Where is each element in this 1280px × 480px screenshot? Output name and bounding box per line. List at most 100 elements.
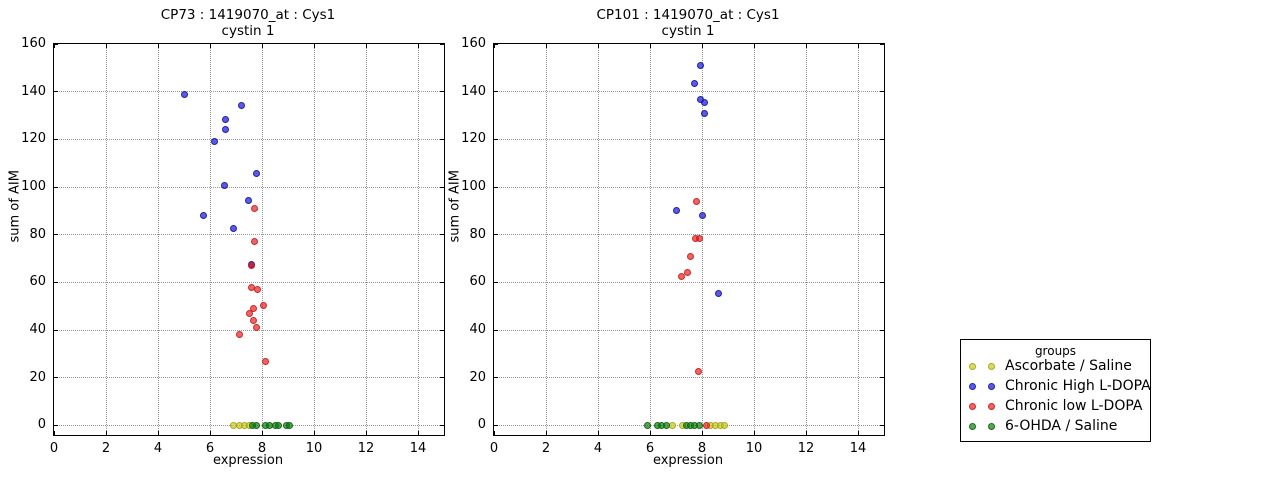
- x-tick-label: 0: [49, 441, 59, 456]
- plot-area-cp73: 0 2 4 6 8 10 12 14 0 20 40 60 80 100 120 140 160: [21, 36, 445, 456]
- y-tick-mark: [54, 186, 58, 188]
- y-tick-label: 40: [469, 322, 486, 338]
- x-tick-mark: [209, 431, 211, 435]
- y-tick-label: 80: [469, 226, 486, 242]
- y-tick-label: 40: [29, 322, 46, 338]
- x-tick-mark: [805, 44, 807, 48]
- scatter-point: [644, 421, 652, 429]
- legend-marker-icon: [969, 403, 976, 410]
- x-tick-label: 12: [797, 441, 815, 456]
- y-tick-mark: [494, 281, 498, 283]
- gridline-horizontal: [54, 281, 444, 283]
- y-tick-mark: [494, 377, 498, 379]
- scatter-point: [250, 317, 258, 325]
- x-tick-mark: [157, 431, 159, 435]
- gridline-horizontal: [54, 138, 444, 140]
- legend-marker-icon: [969, 383, 976, 390]
- y-tick-label: 60: [469, 274, 486, 290]
- x-tick-mark: [105, 431, 107, 435]
- x-tick-label: 4: [153, 441, 163, 456]
- scatter-point: [662, 421, 670, 429]
- legend-marker-icon: [988, 403, 995, 410]
- scatter-point: [673, 207, 681, 215]
- y-tick-mark: [54, 91, 58, 93]
- x-tick-mark: [365, 431, 367, 435]
- plot-title-line1: CP73 : 1419070_at : Cys1: [160, 7, 336, 23]
- y-tick-mark: [440, 329, 444, 331]
- gridline-vertical: [105, 44, 107, 435]
- scatter-point: [250, 205, 258, 212]
- y-tick-mark: [880, 138, 884, 140]
- x-axis-label: expression: [652, 453, 724, 468]
- gridline-vertical: [805, 44, 807, 435]
- plot-area-cp101: 0 2 4 6 8 10 12 14 0 20 40 60 80 100 120 140 160: [461, 36, 885, 456]
- y-tick-mark: [880, 377, 884, 379]
- scatter-point: [678, 272, 686, 280]
- y-tick-mark: [54, 281, 58, 283]
- y-tick-mark: [494, 186, 498, 188]
- legend-marker-icon: [988, 383, 995, 390]
- y-tick-mark: [54, 43, 58, 45]
- legend-entry: Chronic High L-DOPA: [961, 377, 1151, 397]
- y-tick-mark: [880, 43, 884, 45]
- y-tick-mark: [440, 281, 444, 283]
- plot-title-line1: CP101 : 1419070_at : Cys1: [596, 7, 780, 23]
- x-tick-label: 10: [745, 441, 763, 456]
- y-tick-mark: [54, 234, 58, 236]
- legend-entry-label: Ascorbate / Saline: [1005, 358, 1132, 374]
- scatter-point: [695, 235, 703, 243]
- scatter-point: [700, 98, 708, 106]
- y-tick-label: 160: [21, 36, 46, 51]
- y-tick-mark: [440, 234, 444, 236]
- gridline-vertical: [313, 44, 315, 435]
- x-tick-mark: [53, 431, 55, 435]
- gridline-horizontal: [54, 377, 444, 379]
- y-tick-mark: [494, 424, 498, 426]
- gridline-vertical: [417, 44, 419, 435]
- scatter-point: [691, 79, 699, 87]
- y-tick-label: 140: [461, 83, 486, 99]
- x-tick-mark: [209, 44, 211, 48]
- y-tick-mark: [54, 377, 58, 379]
- y-tick-label: 120: [461, 131, 486, 147]
- gridline-horizontal: [494, 138, 884, 140]
- y-tick-mark: [440, 138, 444, 140]
- x-tick-mark: [597, 44, 599, 48]
- scatter-point: [686, 252, 694, 260]
- x-tick-label: 10: [305, 441, 323, 456]
- x-tick-mark: [701, 431, 703, 435]
- legend-entry: Chronic low L-DOPA: [961, 397, 1150, 417]
- y-tick-mark: [440, 424, 444, 426]
- x-tick-mark: [545, 431, 547, 435]
- x-tick-mark: [493, 44, 495, 48]
- y-tick-mark: [54, 138, 58, 140]
- x-tick-label: 2: [541, 441, 551, 456]
- gridline-horizontal: [54, 329, 444, 331]
- y-tick-mark: [440, 186, 444, 188]
- plot-title-line2: cystin 1: [221, 23, 275, 39]
- x-tick-label: 8: [697, 441, 707, 456]
- scatter-point: [221, 115, 229, 123]
- x-tick-mark: [545, 44, 547, 48]
- x-tick-mark: [753, 431, 755, 435]
- legend-entry: Ascorbate / Saline: [961, 357, 1150, 377]
- scatter-point: [285, 421, 293, 429]
- scatter-point: [684, 269, 692, 277]
- x-tick-mark: [805, 431, 807, 435]
- x-tick-label: 14: [849, 441, 867, 456]
- x-tick-mark: [857, 431, 859, 435]
- scatter-point: [254, 286, 262, 294]
- scatter-point: [253, 170, 261, 178]
- x-tick-mark: [417, 44, 419, 48]
- scatter-point: [262, 357, 270, 365]
- x-tick-label: 6: [205, 441, 215, 456]
- scatter-point: [695, 421, 703, 429]
- x-tick-mark: [597, 431, 599, 435]
- y-tick-mark: [54, 424, 58, 426]
- y-tick-mark: [494, 138, 498, 140]
- y-tick-label: 0: [37, 417, 46, 433]
- scatter-point: [699, 212, 707, 220]
- legend-entry-label: 6-OHDA / Saline: [1005, 418, 1118, 434]
- y-tick-mark: [494, 43, 498, 45]
